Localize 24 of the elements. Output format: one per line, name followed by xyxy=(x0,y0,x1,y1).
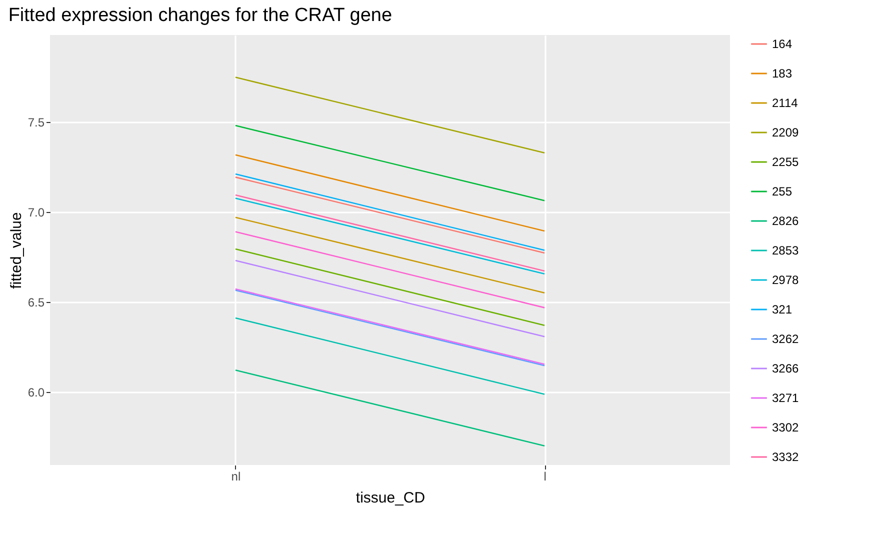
y-tick-label: 7.5 xyxy=(28,115,45,130)
legend-label: 3262 xyxy=(772,332,800,346)
legend-label: 255 xyxy=(772,184,792,198)
legend-label: 3271 xyxy=(772,391,800,405)
legend-label: 3302 xyxy=(772,420,800,434)
legend-label: 2978 xyxy=(772,273,800,287)
y-tick-label: 6.0 xyxy=(28,385,45,400)
y-axis-title: fitted_value xyxy=(8,212,25,289)
x-axis-title: tissue_CD xyxy=(356,490,426,506)
legend-label: 164 xyxy=(772,37,792,51)
legend-label: 2853 xyxy=(772,244,800,258)
legend-label: 2209 xyxy=(772,126,800,140)
x-tick-label: l xyxy=(544,470,546,484)
legend-label: 2114 xyxy=(772,96,798,110)
chart-title: Fitted expression changes for the CRAT gene xyxy=(8,5,392,26)
y-tick-label: 7.0 xyxy=(28,205,45,220)
x-tick-label: nl xyxy=(231,470,241,484)
legend-label: 3266 xyxy=(772,362,800,376)
y-tick-label: 6.5 xyxy=(28,295,45,310)
legend-label: 2255 xyxy=(772,155,800,169)
legend-label: 3332 xyxy=(772,450,800,464)
legend-label: 321 xyxy=(772,302,792,316)
legend-label: 183 xyxy=(772,66,792,80)
legend-label: 2826 xyxy=(772,214,800,228)
